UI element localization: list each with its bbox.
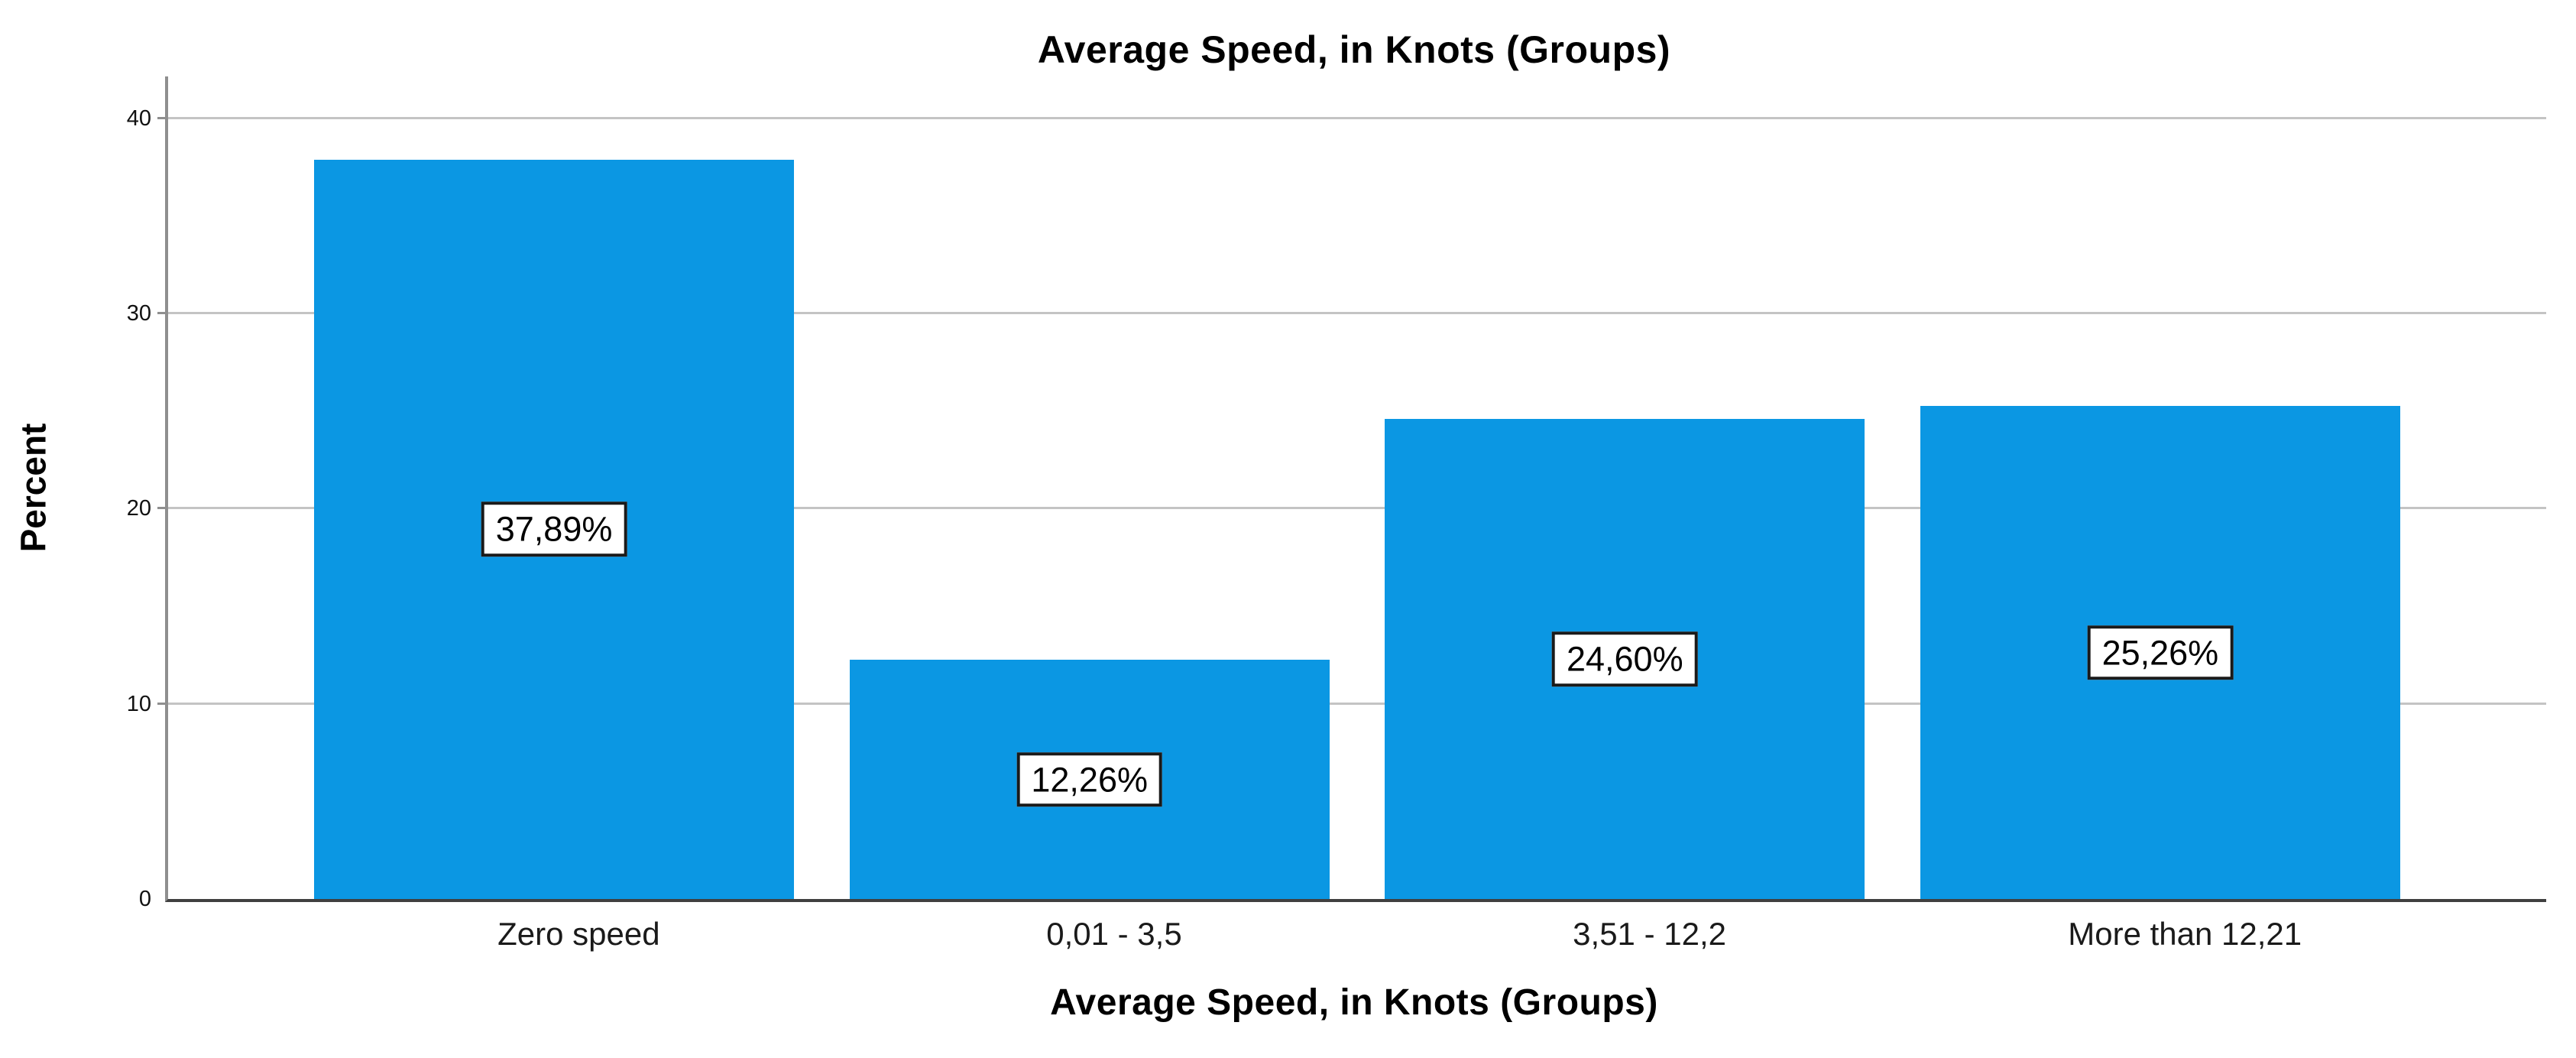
bar-4: 25,26% xyxy=(1920,406,2400,899)
x-tick-label-1: Zero speed xyxy=(497,916,660,952)
bar-2: 12,26% xyxy=(849,660,1330,899)
plot-area: 0 10 20 30 40 37,89% 12,26% 24,60% 25,26% xyxy=(127,76,2546,910)
y-tick-mark-20 xyxy=(157,507,168,510)
y-axis-title-text: Percent xyxy=(13,423,53,553)
y-tick-label-10: 10 xyxy=(126,691,151,716)
gridline-30 xyxy=(168,312,2546,315)
y-axis-title: Percent xyxy=(6,76,60,899)
x-tick-label-2: 0,01 - 3,5 xyxy=(1046,916,1182,952)
y-tick-mark-40 xyxy=(157,116,168,119)
bar-value-label-1: 37,89% xyxy=(481,501,627,557)
bar-value-label-2: 12,26% xyxy=(1016,751,1162,807)
x-axis-title: Average Speed, in Knots (Groups) xyxy=(1050,982,1658,1023)
y-tick-label-30: 30 xyxy=(126,301,151,326)
chart-title: Average Speed, in Knots (Groups) xyxy=(1037,28,1671,71)
y-tick-label-0: 0 xyxy=(138,887,151,911)
bar-value-label-3: 24,60% xyxy=(1551,631,1698,686)
bar-3: 24,60% xyxy=(1385,419,1865,899)
y-tick-label-20: 20 xyxy=(126,496,151,521)
y-tick-mark-10 xyxy=(157,702,168,705)
bar-value-label-4: 25,26% xyxy=(2087,625,2234,680)
bar-1: 37,89% xyxy=(314,159,795,899)
y-tick-mark-30 xyxy=(157,312,168,315)
y-tick-label-40: 40 xyxy=(126,105,151,131)
x-tick-label-4: More than 12,21 xyxy=(2068,916,2302,952)
gridline-20 xyxy=(168,507,2546,510)
gridline-10 xyxy=(168,702,2546,705)
gridline-40 xyxy=(168,116,2546,119)
x-tick-label-3: 3,51 - 12,2 xyxy=(1573,916,1726,952)
